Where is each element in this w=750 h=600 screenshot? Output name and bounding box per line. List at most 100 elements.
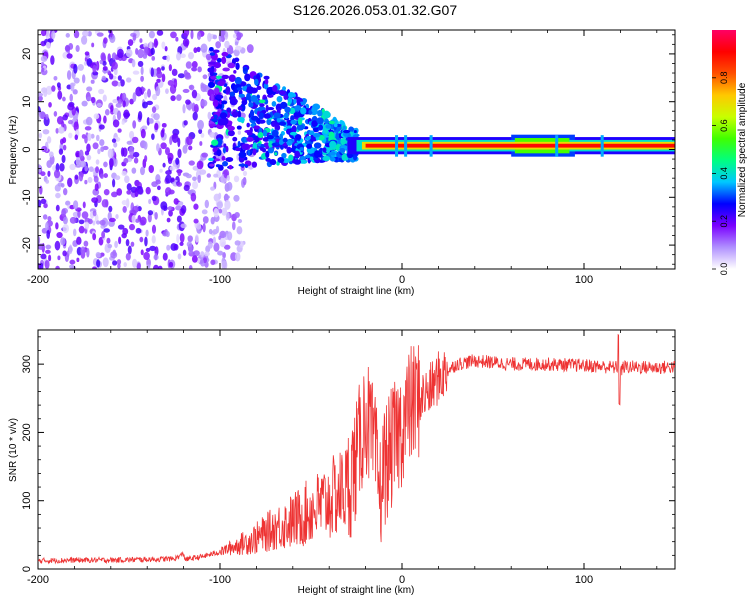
spectrogram-blob xyxy=(69,163,76,171)
spectrogram-blob xyxy=(222,147,226,154)
spectrogram-blob xyxy=(299,159,308,164)
spectrogram-blob xyxy=(263,113,271,119)
spectrogram-blob xyxy=(313,132,321,138)
spectrogram-blob xyxy=(241,99,248,106)
spectrogram-blob xyxy=(210,93,214,102)
spectrogram-blob xyxy=(177,168,182,177)
spectrogram-blob xyxy=(143,91,148,100)
spectrogram-blob xyxy=(225,157,234,162)
spectrogram-blob xyxy=(78,225,85,234)
spectrogram-blob xyxy=(217,250,224,256)
spectrogram-blob xyxy=(242,85,248,92)
spectrogram-blob xyxy=(40,30,47,37)
carrier-spike xyxy=(600,135,604,157)
spectrogram-blob xyxy=(155,179,161,185)
spectrogram-blob xyxy=(267,146,275,154)
spectrogram-blob xyxy=(201,209,208,215)
spectrogram-blob xyxy=(223,143,227,149)
spectrogram-blob xyxy=(209,131,216,138)
carrier-spike xyxy=(555,135,559,157)
spectrogram-blob xyxy=(145,186,151,195)
spectrogram-blob xyxy=(196,160,204,170)
spectrogram-blob xyxy=(137,60,144,67)
spectrogram-blob xyxy=(202,74,208,80)
spectrogram-blob xyxy=(96,102,102,108)
spectrogram-blob xyxy=(339,147,346,153)
spectrogram-blob xyxy=(84,221,90,230)
spectrogram-blob xyxy=(148,30,156,39)
spectrogram-blob xyxy=(40,198,47,205)
spectrogram-blob xyxy=(65,200,71,206)
spectrogram-blob xyxy=(45,244,52,250)
spectrogram-blob xyxy=(146,100,153,106)
spectrogram-blob xyxy=(266,135,274,140)
spectrogram-blob xyxy=(90,133,95,139)
spectrogram-blob xyxy=(74,174,79,180)
spectrogram-blob xyxy=(53,169,61,179)
spectrogram-blob xyxy=(38,243,45,250)
spectrogram-blob xyxy=(221,260,228,269)
spectrogram-blob xyxy=(213,114,218,119)
spectrogram-blob xyxy=(286,140,293,146)
spectrogram-blob xyxy=(147,88,152,98)
spectrogram-blob xyxy=(290,119,297,125)
spectrogram-blob xyxy=(182,88,190,93)
spectrogram-blob xyxy=(293,112,300,118)
spectrogram-blob xyxy=(191,67,198,72)
spectrogram-blob xyxy=(342,129,351,134)
spectrogram-blob xyxy=(38,92,44,97)
spectrogram-blob xyxy=(223,195,230,200)
spectrogram-blob xyxy=(86,154,92,161)
spectrogram-blob xyxy=(170,31,177,39)
spectrogram-blob xyxy=(259,103,265,107)
spectrogram-blob xyxy=(151,133,155,141)
spectrogram-blob xyxy=(169,136,173,146)
spectrogram-blob xyxy=(127,39,134,47)
x-tick-label: -100 xyxy=(209,274,231,286)
spectrogram-blob xyxy=(61,208,66,217)
spectrogram-blob xyxy=(117,81,121,87)
spectrogram-blob xyxy=(199,259,204,264)
spectrogram-blob xyxy=(153,264,159,269)
spectrogram-blob xyxy=(144,155,148,163)
spectrogram-blob xyxy=(192,176,197,182)
spectrogram-blob xyxy=(170,95,176,102)
spectrogram-blob xyxy=(42,214,48,220)
spectrogram-blob xyxy=(77,209,81,219)
spectrogram-blob xyxy=(233,70,237,74)
spectrogram-blob xyxy=(173,78,178,89)
spectrogram-blob xyxy=(95,251,101,258)
spectrogram-blob xyxy=(121,120,125,125)
spectrogram-blob xyxy=(139,236,144,243)
spectrogram-blob xyxy=(78,219,85,225)
spectrogram-blob xyxy=(98,124,105,130)
spectrogram-blob xyxy=(38,263,42,269)
spectrogram-blob xyxy=(101,231,106,239)
spectrogram-blob xyxy=(137,111,143,121)
spectrogram-blob xyxy=(99,219,106,226)
spectrogram-blob xyxy=(112,260,118,266)
spectrogram-blob xyxy=(156,143,160,152)
spectrogram-blob xyxy=(179,233,185,243)
chart-title: S126.2026.053.01.32.G07 xyxy=(293,2,457,18)
colorbar-tick-label: 0.8 xyxy=(719,72,729,85)
spectrogram-blob xyxy=(272,84,278,93)
spectrogram-blob xyxy=(147,210,154,216)
spectrogram-blob xyxy=(176,52,181,61)
spectrogram-blob xyxy=(176,215,182,223)
spectrogram-blob xyxy=(165,88,169,94)
spectrogram-blob xyxy=(117,128,122,133)
spectrogram-blob xyxy=(212,49,220,54)
spectrogram-blob xyxy=(250,115,259,121)
spectrogram-blob xyxy=(131,214,136,224)
spectrogram-blob xyxy=(182,249,187,256)
spectrogram-blob xyxy=(188,265,193,269)
spectrogram-blob xyxy=(46,136,52,144)
spectrogram-blob xyxy=(107,148,114,159)
spectrogram-blob xyxy=(165,170,172,175)
spectrogram-blob xyxy=(193,203,199,210)
spectrogram-blob xyxy=(48,254,52,262)
spectrogram-blob xyxy=(294,150,300,158)
spectrogram-blob xyxy=(39,185,43,195)
